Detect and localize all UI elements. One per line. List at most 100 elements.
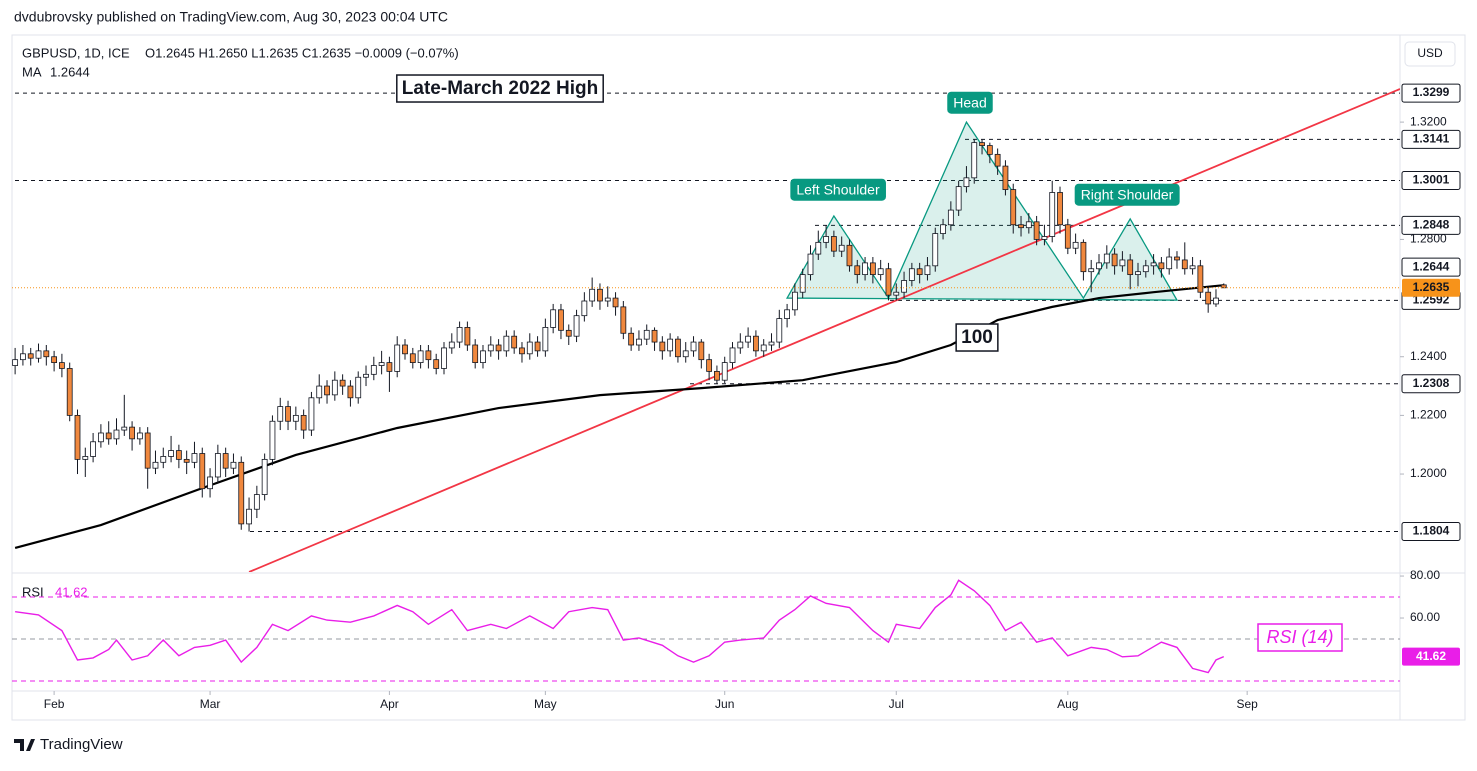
- candle-body: [35, 350, 42, 359]
- currency[interactable]: USD: [1417, 46, 1443, 60]
- candle-body: [877, 268, 884, 276]
- level-tag: [1401, 522, 1461, 542]
- candle-body: [963, 177, 970, 188]
- candle-body: [355, 376, 362, 399]
- candle-body: [175, 450, 182, 460]
- annotation-box: [396, 74, 604, 103]
- candle-body: [347, 385, 354, 399]
- y-tick-label: 1.2800: [1410, 232, 1447, 246]
- candle-body: [1150, 262, 1157, 267]
- candle-body: [425, 350, 432, 361]
- candle-body: [464, 327, 471, 346]
- annotation: Late-March 2022 High: [402, 78, 598, 99]
- candle-body: [916, 268, 923, 276]
- candle-body: [604, 297, 611, 302]
- x-tick-label: Apr: [380, 697, 399, 711]
- x-tick-label: Mar: [200, 697, 221, 711]
- candle-body: [698, 341, 705, 361]
- candle-body: [1002, 165, 1009, 190]
- candle-body: [1010, 189, 1017, 226]
- candle-body: [113, 429, 120, 440]
- candle-body: [908, 268, 915, 281]
- candle-body: [386, 362, 393, 372]
- candle-body: [1049, 192, 1056, 237]
- level-tag-label: 1.2848: [1413, 218, 1450, 232]
- candle-body: [1088, 268, 1095, 273]
- candle-body: [1205, 291, 1212, 305]
- candle-body: [269, 420, 276, 460]
- candle-body: [402, 344, 408, 355]
- moving-average: [14, 284, 1224, 550]
- annotation-box: [955, 323, 999, 352]
- candle-body: [487, 344, 494, 352]
- level-tag: [1401, 374, 1461, 394]
- candle-body: [1127, 259, 1134, 276]
- candle-body: [1174, 256, 1180, 261]
- rsi-tag-label: 41.62: [1416, 649, 1446, 663]
- candle-body: [854, 265, 861, 276]
- candle-body: [823, 236, 829, 243]
- candle-body: [1025, 221, 1032, 229]
- annotation: Left Shoulder: [796, 182, 880, 198]
- candle-body: [230, 461, 237, 469]
- ma-legend-value: 1.2644: [50, 64, 90, 79]
- candle-body: [690, 341, 697, 352]
- candle-body: [160, 456, 167, 463]
- candle-body: [136, 432, 143, 440]
- candle-body: [292, 414, 299, 422]
- candle-body: [1119, 259, 1126, 267]
- candle-body: [503, 335, 510, 352]
- logo: TradingView: [14, 736, 123, 753]
- ma-tag-label: 1.2644: [1413, 259, 1450, 273]
- candle-body: [1041, 236, 1048, 240]
- candle-body: [441, 347, 447, 369]
- ohlc: O1.2645 H1.2650 L1.2635 C1.2635 −0.0009 …: [145, 45, 459, 60]
- candle-body: [784, 309, 790, 320]
- candle-body: [370, 365, 377, 375]
- candle-body: [168, 450, 174, 457]
- candle-body: [480, 350, 486, 363]
- rsi-legend-name: RSI: [22, 584, 44, 599]
- rsi-legend-value: 41.62: [55, 584, 88, 599]
- candle-body: [565, 329, 572, 337]
- candle-body: [986, 145, 993, 155]
- price-tag: [1402, 278, 1460, 297]
- candle-body: [947, 209, 954, 226]
- rsi-y-tick-label: 60.00: [1410, 610, 1440, 624]
- candle-body: [558, 309, 564, 331]
- candle-body: [1213, 297, 1219, 305]
- x-tick-label: Jul: [889, 697, 904, 711]
- candle-body: [152, 461, 159, 469]
- candle-body: [1072, 241, 1079, 249]
- candle-body: [378, 362, 385, 366]
- currency-button[interactable]: [1404, 41, 1456, 67]
- trendline: [248, 88, 1400, 572]
- x-tick-label: May: [534, 697, 557, 711]
- candle-body: [869, 262, 876, 276]
- candle-body: [682, 350, 689, 358]
- annotation-box: [790, 178, 886, 201]
- candle-body: [339, 379, 346, 387]
- candle-body: [363, 373, 369, 378]
- candle-body: [472, 344, 479, 363]
- candle-body: [714, 370, 720, 381]
- candle-body: [542, 327, 549, 352]
- candle-body: [191, 453, 198, 463]
- level-tag-label: 1.3001: [1413, 173, 1450, 187]
- level-tag-label: 1.2308: [1413, 376, 1450, 390]
- candle-body: [183, 458, 190, 463]
- candle-body: [815, 241, 822, 255]
- price-tag-label: 1.2635: [1413, 280, 1450, 294]
- rsi-y-tick-label: 80.00: [1410, 568, 1440, 582]
- candle-body: [807, 253, 814, 276]
- candle-body: [246, 508, 252, 525]
- annotation: Head: [953, 95, 986, 111]
- head-shoulders-pattern: [785, 120, 1179, 301]
- candle-body: [456, 327, 463, 343]
- candle-body: [417, 350, 424, 363]
- candle-body: [1166, 256, 1173, 270]
- candle-body: [253, 494, 260, 510]
- candle-body: [550, 309, 557, 328]
- candle-body: [1142, 265, 1149, 273]
- candle-body: [519, 347, 525, 355]
